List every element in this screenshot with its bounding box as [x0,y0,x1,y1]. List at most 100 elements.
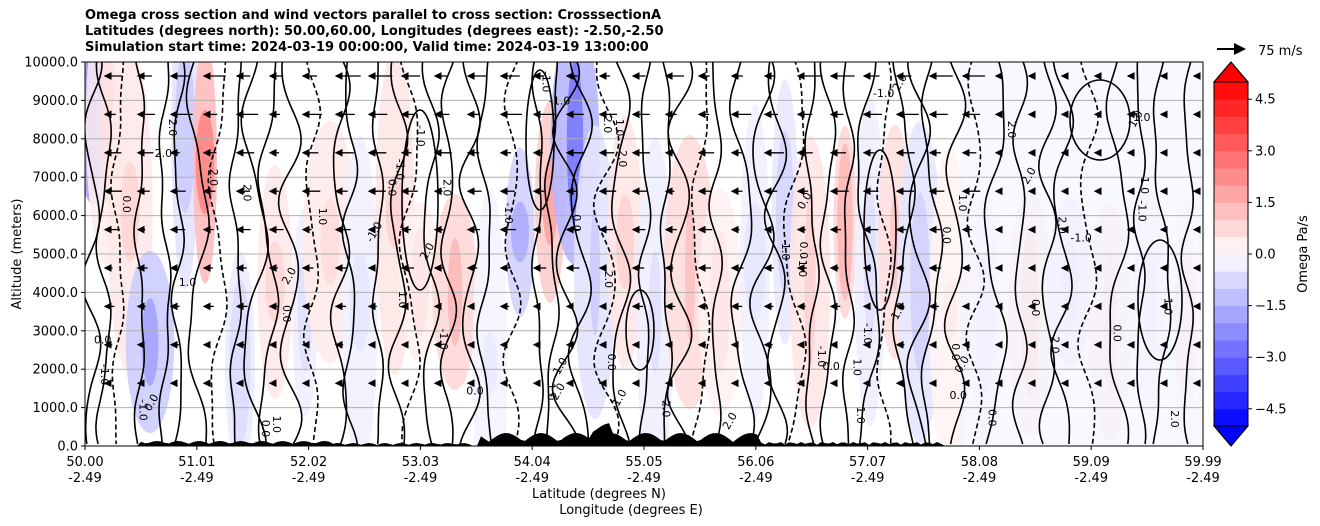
contour-line-negative [965,62,986,445]
omega-core [141,297,159,387]
contour-label: 2.0 [1168,410,1181,428]
colorbar-segment [1214,391,1248,410]
contour-label: 2.0 [1048,336,1061,354]
x-tick-label-lat: 55.05 [625,455,662,470]
omega-core [320,198,340,286]
contour-label: -1.0 [873,87,894,100]
omega-core [510,201,530,263]
contour-label: -1.0 [540,71,553,92]
contour-line [906,62,932,445]
colorbar-segment [1214,374,1248,393]
contour-label: 1.0 [779,243,792,261]
contour-label: 0.0 [120,195,133,213]
contour-label: 0.0 [1111,324,1124,342]
contour-line-negative [782,62,807,445]
colorbar-segment [1214,202,1248,221]
contour-label: 1.0 [179,276,197,289]
contour-line [228,62,242,445]
contour-label: -1.0 [394,159,407,180]
colorbar-extend-min [1212,425,1250,447]
x-tick-label-lat: 51.01 [178,455,215,470]
quiver-key-label: 75 m/s [1258,44,1303,59]
y-axis-label: Altitude (meters) [10,199,25,310]
colorbar-tick-label: −1.5 [1255,299,1287,314]
y-tick-label: 1000.0 [33,401,79,416]
omega-core [910,192,930,372]
contour-label: 0.0 [280,305,293,323]
contour-line [387,62,409,445]
contour-line [170,62,186,445]
omega-core [684,203,696,341]
contour-label: 2.0 [1005,121,1018,139]
colorbar-segment [1214,133,1248,152]
contour-label: 2.0 [440,179,453,197]
y-tick-label: 10000.0 [24,56,78,71]
x-tick-label-lat: 56.06 [737,455,774,470]
contour-line [804,62,820,445]
contour-line [1132,62,1147,445]
colorbar-tick-label: 0.0 [1255,248,1276,263]
x-tick-label-lat: 59.99 [1184,455,1221,470]
contour-line-negative [398,62,421,445]
quiver-key: 75 m/s [1217,43,1303,59]
contour-label: 1.0 [270,416,283,434]
contour-line-negative [207,62,228,445]
y-tick-label: 4000.0 [33,286,79,301]
omega-core [648,250,662,374]
contour-label: 0.0 [466,385,484,398]
colorbar-segment [1214,254,1248,272]
contour-label: 0.0 [950,389,968,402]
colorbar-segment [1214,99,1248,117]
colorbar-tick-label: 3.0 [1255,144,1276,159]
colorbar-outline [1213,61,1249,447]
x-tick-label-lon: -2.49 [515,471,549,486]
colorbar-segment [1214,150,1248,169]
contour-line [439,62,458,445]
contour-label: 2.0 [207,169,220,187]
contour-line [341,62,359,445]
x-axis-label-latitude: Latitude (degrees N) [532,487,666,502]
colorbar-segment [1214,168,1248,186]
contour-label: 2.0 [616,150,629,168]
colorbar-segment [1214,322,1248,341]
x-tick-label-lat: 53.03 [402,455,439,470]
colorbar-segment [1214,116,1248,135]
contour-line [819,62,837,445]
y-tick-label: 7000.0 [33,171,79,186]
contour-line [637,62,652,445]
x-tick-label-lon: -2.49 [963,471,997,486]
contour-label: 1.0 [1133,111,1151,124]
x-tick-label-lat: 54.04 [514,455,551,470]
contour-loop [401,109,439,291]
contour-line [158,62,172,445]
contour-line [610,62,632,445]
title-line-1: Omega cross section and wind vectors par… [85,8,662,23]
colorbar-tick-label: 1.5 [1255,196,1276,211]
omega-core [350,253,370,351]
x-tick-label-lon: -2.49 [292,471,326,486]
contour-label: -1.0 [136,399,149,420]
contour-label: 0.0 [985,409,998,427]
omega-core [410,228,430,336]
contour-label: 2.0 [240,184,253,202]
x-axis: 50.00-2.4951.01-2.4952.02-2.4953.03-2.49… [66,446,1222,486]
contour-label: 2.0 [166,119,179,137]
contour-line [257,62,280,445]
contour-line [185,62,210,445]
contour-line [708,62,724,445]
colorbar-segment [1214,357,1248,375]
contour-label: 1.0 [956,194,969,212]
contour-label: -1.0 [861,323,874,344]
omega-region [472,188,508,446]
contour-label: 1.0 [544,383,557,401]
contour-line [543,62,560,445]
omega-core [744,202,766,322]
colorbar-segment [1214,82,1248,100]
contour-loop [1069,79,1131,161]
colorbar-segment [1214,236,1248,255]
contour-label: 2.0 [660,400,673,418]
contour-line [842,62,856,445]
contour-label: 1.0 [613,119,626,137]
contour-label: 1.0 [316,208,329,226]
x-tick-label-lon: -2.49 [739,471,773,486]
